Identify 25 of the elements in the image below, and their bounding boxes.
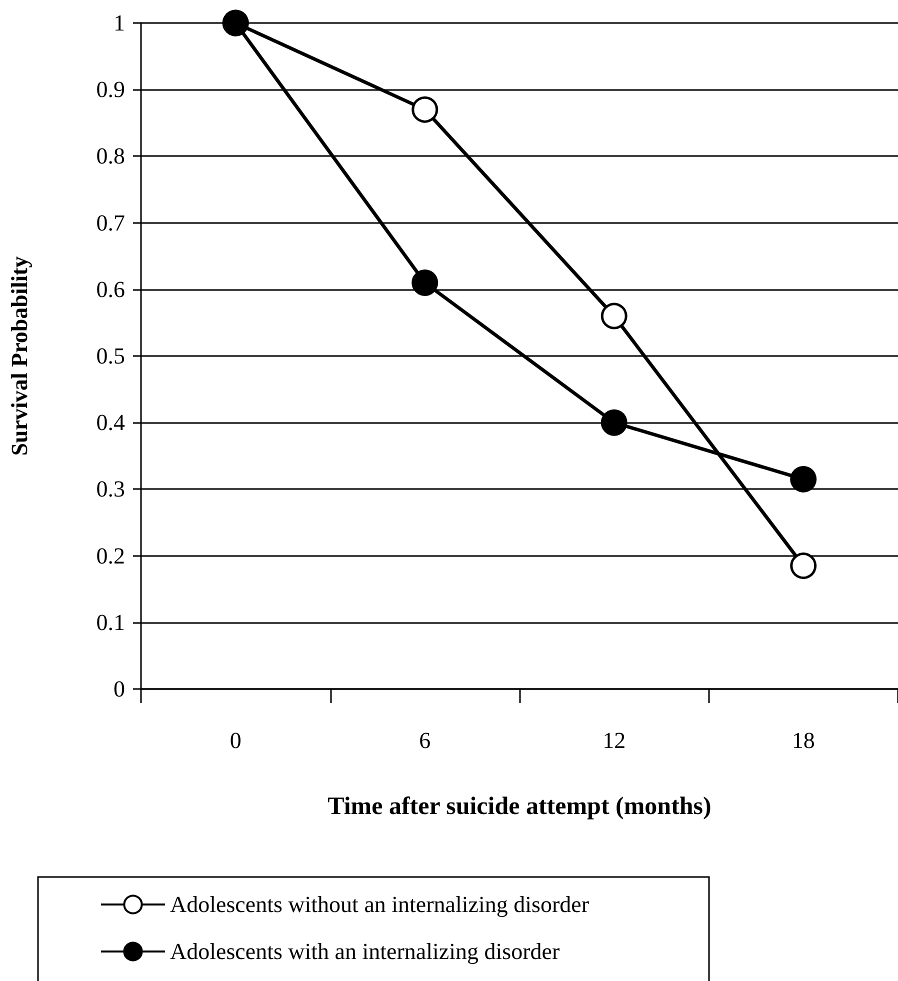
point: [412, 269, 438, 296]
y-tick-label: 0.3: [96, 476, 125, 502]
y-tick-label: 0.1: [96, 610, 125, 635]
y-tick-label: 0: [114, 676, 125, 702]
legend-label: Adolescents with an internalizing disorder: [170, 939, 560, 964]
point: [412, 96, 438, 123]
y-tick-label: 0.6: [96, 276, 125, 302]
y-tick-label: 1: [114, 10, 125, 36]
y-tick-label: 0.2: [96, 543, 125, 568]
y-tick-label: 0.4: [96, 410, 126, 436]
point: [600, 302, 628, 330]
y-tick-label: 0.9: [96, 77, 125, 102]
point: [790, 466, 817, 492]
legend-label: Adolescents without an internalizing disorder: [170, 892, 590, 917]
y-axis-title: Survival Probability: [7, 256, 32, 456]
x-tick-label: 12: [602, 728, 626, 753]
point: [790, 552, 817, 580]
y-tick-label: 0.5: [96, 344, 125, 368]
x-tick-label: 6: [419, 728, 431, 753]
y-tick-label: 0.7: [96, 210, 125, 236]
y-tick-label: 0.8: [96, 144, 125, 169]
x-axis-title: Time after suicide attempt (months): [328, 793, 712, 820]
x-tick-label: 0: [230, 728, 242, 753]
point: [600, 409, 628, 436]
x-tick-label: 18: [792, 728, 815, 753]
